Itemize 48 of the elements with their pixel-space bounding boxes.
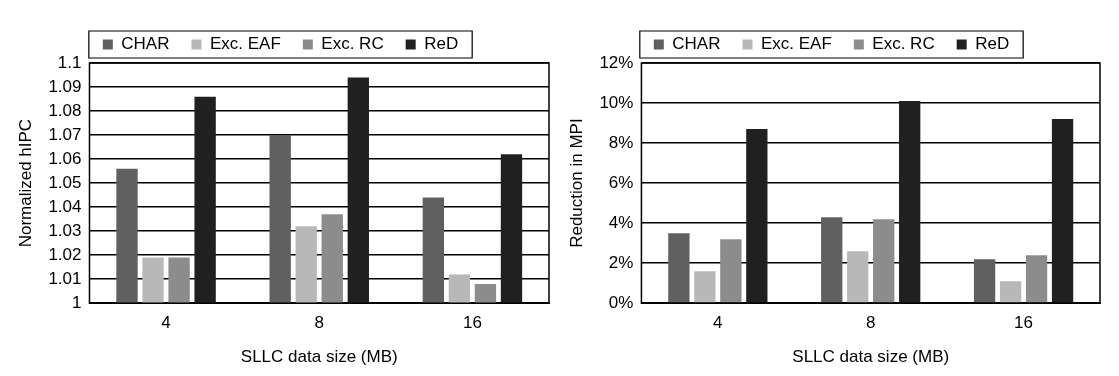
y-tick-label: 1.08 — [48, 100, 82, 120]
y-tick-label: 1.04 — [48, 196, 82, 216]
bar — [899, 101, 921, 303]
bar — [720, 239, 742, 303]
y-tick-label: 12% — [599, 52, 634, 72]
bar — [1025, 255, 1048, 303]
y-tick-label: 4% — [608, 212, 634, 232]
bar — [999, 281, 1022, 303]
x-tick-label: 16 — [462, 313, 482, 333]
y-tick-label: 1.06 — [48, 148, 82, 168]
legend-label: Exc. EAF — [760, 34, 832, 54]
x-tick-label: 4 — [161, 313, 171, 333]
legend-label: CHAR — [121, 34, 170, 54]
y-tick-label: 1.07 — [48, 124, 82, 144]
legend-label: Exc. RC — [872, 34, 935, 54]
bar — [821, 217, 843, 303]
y-tick-label: 1.09 — [48, 76, 82, 96]
y-tick-label: 1.03 — [48, 220, 82, 240]
legend-label: Exc. EAF — [209, 34, 281, 54]
y-axis-title: Normalized hIPC — [15, 118, 35, 248]
y-tick-label: 1.02 — [48, 244, 82, 264]
bar — [746, 129, 768, 303]
bar — [973, 259, 996, 303]
bar — [847, 251, 869, 303]
y-tick-label: 10% — [599, 92, 634, 112]
bar — [873, 219, 895, 303]
x-tick-label: 8 — [314, 313, 324, 333]
x-axis-title: SLLC data size (MB) — [792, 347, 950, 367]
bar — [668, 233, 690, 303]
bar — [1051, 119, 1074, 303]
x-tick-label: 16 — [1014, 313, 1034, 333]
x-tick-label: 8 — [865, 313, 876, 333]
y-tick-label: 8% — [608, 132, 634, 152]
y-tick-label: 0% — [608, 292, 634, 312]
bar — [694, 271, 716, 303]
legend-label: CHAR — [672, 34, 721, 54]
legend-label: ReD — [975, 34, 1010, 54]
y-tick-label: 1.05 — [48, 172, 82, 192]
y-tick-label: 1.1 — [57, 52, 82, 72]
legend-label: Exc. RC — [321, 34, 384, 54]
y-tick-label: 6% — [608, 172, 634, 192]
legend-label: ReD — [424, 34, 459, 54]
y-tick-label: 1.01 — [48, 268, 82, 288]
y-tick-label: 1 — [72, 292, 82, 312]
x-tick-label: 4 — [713, 313, 723, 333]
y-tick-label: 2% — [608, 252, 634, 272]
x-axis-title: SLLC data size (MB) — [240, 347, 398, 367]
y-axis-title: Reduction in MPI — [566, 118, 586, 248]
